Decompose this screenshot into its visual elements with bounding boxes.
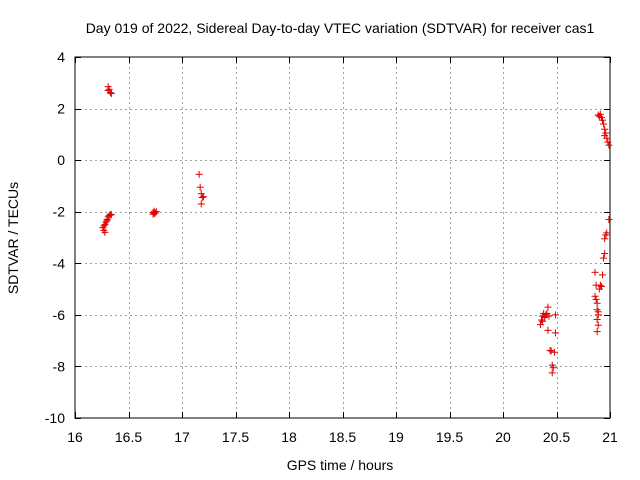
y-tick-label: 0 [57,152,65,168]
data-point [599,116,607,124]
data-point [594,321,602,329]
data-point [103,217,111,225]
data-point [199,193,207,201]
x-tick-label: 18 [281,429,297,445]
data-point [605,215,613,223]
x-axis-label: GPS time / hours [287,457,394,473]
data-point [544,326,552,334]
data-point [597,282,605,290]
data-point [591,268,599,276]
data-point [596,110,604,118]
grid [75,57,610,418]
data-point [601,125,609,133]
y-tick-label: -10 [45,410,65,426]
chart-title: Day 019 of 2022, Sidereal Day-to-day VTE… [86,20,595,36]
x-tick-label: 20.5 [543,429,570,445]
y-tick-label: 4 [57,49,65,65]
data-point [604,138,612,146]
data-point [601,235,609,243]
data-points [99,83,613,377]
data-point [107,90,115,98]
x-tick-label: 17 [174,429,190,445]
data-point [550,348,558,356]
data-point [600,254,608,262]
data-point [593,299,601,307]
data-point [593,315,601,323]
data-point [539,317,547,325]
data-point [544,303,552,311]
x-tick-label: 16.5 [115,429,142,445]
data-point [149,210,157,218]
data-point [591,292,599,300]
x-tick-label: 17.5 [222,429,249,445]
data-point [197,200,205,208]
x-tick-label: 21 [602,429,618,445]
data-point [100,222,108,230]
data-point [101,221,109,229]
x-axis: 16 16.5 17 17.5 18 18.5 19 19.5 20 20.5 21 [67,57,618,445]
y-axis-label: SDTVAR / TECUs [5,182,21,294]
y-tick-label: -8 [53,358,66,374]
data-point [592,295,600,303]
data-point [546,346,554,354]
y-tick-label: -2 [53,204,66,220]
data-point [542,311,550,319]
x-tick-label: 19.5 [436,429,463,445]
data-point [599,271,607,279]
x-tick-label: 18.5 [329,429,356,445]
data-point [594,311,602,319]
y-tick-label: -4 [53,255,66,271]
data-point [547,347,555,355]
data-point [104,87,112,95]
x-tick-label: 19 [388,429,404,445]
data-point [600,120,608,128]
data-point [593,328,601,336]
data-point [105,85,113,93]
y-tick-label: -6 [53,307,66,323]
data-point [551,311,559,319]
y-axis: -10 -8 -6 -4 -2 0 2 4 [45,49,610,426]
data-point [548,369,556,377]
x-tick-label: 20 [495,429,511,445]
data-point [605,141,613,149]
plot-border [74,56,611,419]
data-point [596,281,604,289]
data-point [106,210,114,218]
data-point [195,170,203,178]
data-point [196,183,204,191]
y-tick-label: 2 [57,101,65,117]
data-point [549,364,557,372]
data-point [601,132,609,140]
data-point [601,249,609,257]
data-point [150,210,158,218]
data-point [107,211,115,219]
data-point [198,194,206,202]
data-point [101,228,109,236]
x-tick-label: 16 [67,429,83,445]
data-point [603,229,611,237]
data-point [545,312,553,320]
data-point [551,329,559,337]
